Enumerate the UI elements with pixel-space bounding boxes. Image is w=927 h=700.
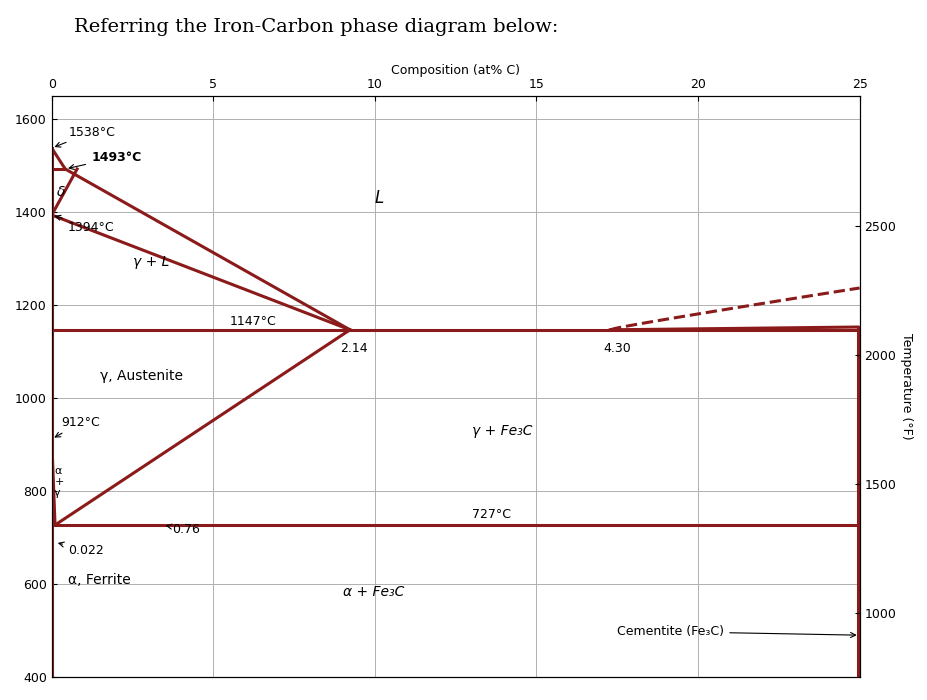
Text: Referring the Iron-Carbon phase diagram below:: Referring the Iron-Carbon phase diagram …	[74, 18, 558, 36]
Text: 1147°C: 1147°C	[229, 315, 276, 328]
Text: γ + Fe₃C: γ + Fe₃C	[471, 424, 532, 438]
Text: 0.76: 0.76	[167, 523, 200, 536]
Text: γ + L: γ + L	[133, 255, 169, 269]
Y-axis label: Temperature (°F): Temperature (°F)	[899, 333, 912, 440]
Text: 2.14: 2.14	[340, 342, 367, 355]
Text: 1538°C: 1538°C	[56, 125, 115, 147]
Text: α, Ferrite: α, Ferrite	[68, 573, 131, 587]
Text: γ, Austenite: γ, Austenite	[100, 368, 183, 382]
Text: 0.022: 0.022	[58, 542, 104, 557]
Text: 1394°C: 1394°C	[56, 216, 114, 234]
Text: L: L	[375, 189, 384, 207]
Text: α
+
γ: α + γ	[55, 466, 64, 498]
Text: α + Fe₃C: α + Fe₃C	[342, 584, 403, 598]
Text: 912°C: 912°C	[56, 416, 100, 437]
X-axis label: Composition (at% C): Composition (at% C)	[391, 64, 520, 77]
Text: 1493°C: 1493°C	[70, 151, 141, 169]
Text: 4.30: 4.30	[603, 342, 630, 355]
Text: 727°C: 727°C	[471, 508, 510, 521]
Text: δ: δ	[57, 185, 65, 199]
Text: Cementite (Fe₃C): Cementite (Fe₃C)	[616, 625, 855, 638]
